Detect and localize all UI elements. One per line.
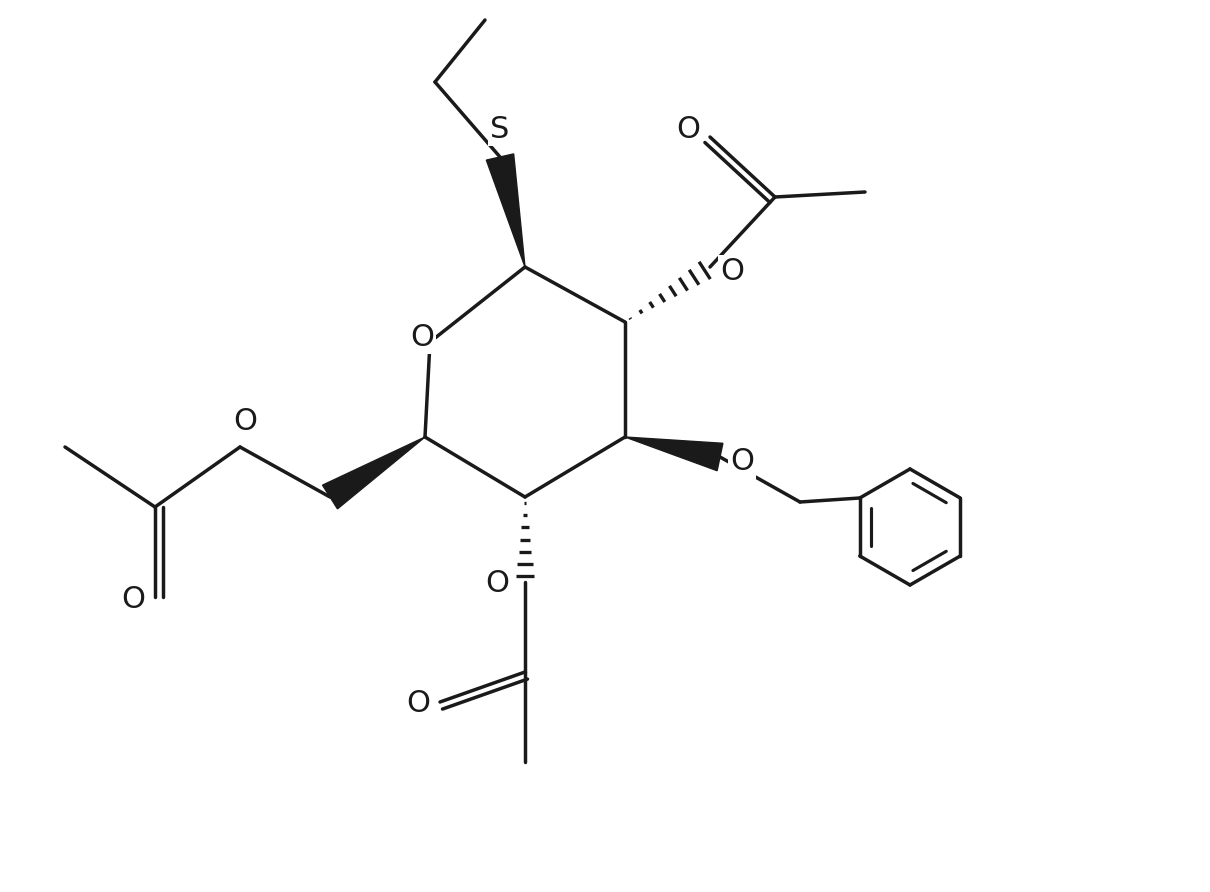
Text: O: O [121,584,145,614]
Polygon shape [486,154,525,267]
Text: O: O [407,690,430,718]
Polygon shape [626,437,722,471]
Text: O: O [234,408,257,436]
Text: O: O [676,114,701,144]
Text: O: O [730,448,754,476]
Text: S: S [490,114,509,144]
Polygon shape [323,437,425,508]
Text: O: O [485,569,509,599]
Text: O: O [410,323,434,351]
Text: O: O [720,258,744,286]
